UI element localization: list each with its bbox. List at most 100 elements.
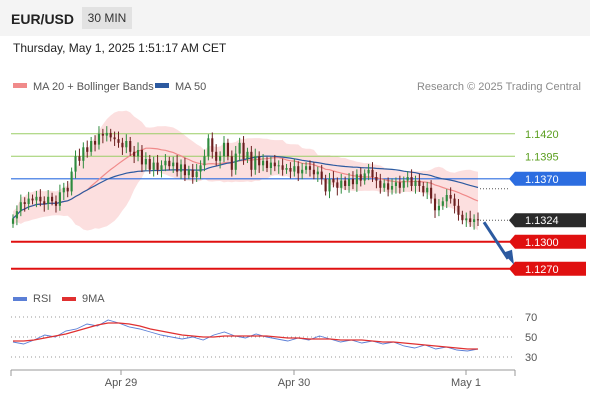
candle-body <box>113 137 116 140</box>
candle-body <box>359 174 362 181</box>
resistance-label: 1.1395 <box>525 151 559 163</box>
candle-body <box>195 171 198 177</box>
candle-body <box>390 186 394 190</box>
candle-body <box>86 147 89 152</box>
candle-body <box>285 168 288 170</box>
candle-body <box>336 182 339 188</box>
candle-body <box>414 180 417 186</box>
candle-body <box>293 166 296 172</box>
candle-body <box>144 159 147 165</box>
rsi-tick-label: 30 <box>525 352 537 364</box>
candle-body <box>179 164 183 172</box>
ma20-legend-swatch <box>13 83 27 88</box>
candle-body <box>19 202 22 212</box>
candle-body <box>207 138 210 157</box>
support-label: 1.1300 <box>525 237 559 249</box>
candle-body <box>437 205 440 211</box>
x-axis-tick-label: Apr 29 <box>105 377 137 389</box>
x-axis-tick-label: Apr 30 <box>278 377 310 389</box>
candle-body <box>367 169 370 174</box>
candle-body <box>394 182 398 186</box>
candle-body <box>187 169 190 176</box>
candle-body <box>74 156 77 172</box>
candle-body <box>70 171 73 192</box>
ma50-legend-label: MA 50 <box>175 81 206 93</box>
candle-body <box>199 165 202 172</box>
candle-body <box>238 142 241 154</box>
candle-body <box>133 151 136 157</box>
source-label: Research © 2025 Trading Central <box>417 81 581 93</box>
candle-body <box>398 182 401 188</box>
candle-body <box>101 133 104 136</box>
candle-body <box>351 178 355 185</box>
candle-body <box>183 164 187 176</box>
candle-body <box>265 160 269 168</box>
candle-body <box>433 198 437 211</box>
candle-body <box>242 142 245 159</box>
support-label: 1.1270 <box>525 264 559 276</box>
candle-body <box>301 169 304 174</box>
candle-body <box>250 151 253 170</box>
candle-body <box>355 174 358 185</box>
candle-body <box>234 153 237 170</box>
candle-body <box>35 196 38 201</box>
candle-body <box>273 162 276 167</box>
candle-body <box>469 218 472 222</box>
rsi-legend-label: RSI <box>33 293 51 305</box>
candle-body <box>160 165 163 170</box>
candle-body <box>316 171 319 175</box>
candle-body <box>430 187 433 199</box>
forecast-arrowhead <box>503 249 514 265</box>
candle-body <box>176 162 179 172</box>
timeframe-button[interactable]: 30 MIN <box>82 7 132 29</box>
candle-body <box>324 178 327 192</box>
candle-body <box>426 187 429 193</box>
candle-body <box>418 180 421 186</box>
candle-body <box>476 219 480 221</box>
candle-body <box>402 180 405 188</box>
candle-body <box>31 198 34 201</box>
candle-body <box>43 201 46 204</box>
candle-body <box>281 165 284 170</box>
candle-body <box>90 141 93 152</box>
candle-body <box>262 160 265 166</box>
candle-body <box>312 169 315 175</box>
candle-body <box>461 214 464 221</box>
ma20-line <box>12 147 479 219</box>
candle-body <box>54 201 58 206</box>
ma50-legend-swatch <box>155 83 169 88</box>
candle-body <box>121 142 124 148</box>
candle-body <box>320 171 323 179</box>
candle-body <box>222 142 226 157</box>
candle-body <box>148 159 151 170</box>
candle-body <box>332 178 335 183</box>
candle-body <box>39 196 42 202</box>
candle-body <box>230 156 233 170</box>
candle-body <box>219 156 222 161</box>
candle-body <box>410 177 413 186</box>
candle-body <box>254 156 257 170</box>
candle-body <box>136 150 140 157</box>
candle-body <box>383 183 386 188</box>
candle-body <box>164 160 167 166</box>
candle-body <box>465 218 468 221</box>
rsi-tick-label: 70 <box>525 312 537 324</box>
rsi9ma-legend-label: 9MA <box>82 293 105 305</box>
pivot-tag <box>509 171 586 186</box>
support-tag <box>509 261 586 276</box>
candle-body <box>379 180 382 188</box>
candle-body <box>441 201 444 206</box>
candle-body <box>406 177 409 181</box>
candle-body <box>11 218 15 224</box>
candle-body <box>308 166 312 170</box>
candle-body <box>422 186 425 193</box>
candle-body <box>82 147 85 161</box>
symbol-label: EUR/USD <box>11 11 75 27</box>
candle-body <box>453 198 456 206</box>
ma20-legend-label: MA 20 + Bollinger Bands <box>33 81 154 93</box>
candle-body <box>125 141 128 148</box>
candle-body <box>375 177 378 181</box>
candle-body <box>304 166 308 170</box>
candle-body <box>23 202 26 204</box>
candle-body <box>156 162 159 170</box>
